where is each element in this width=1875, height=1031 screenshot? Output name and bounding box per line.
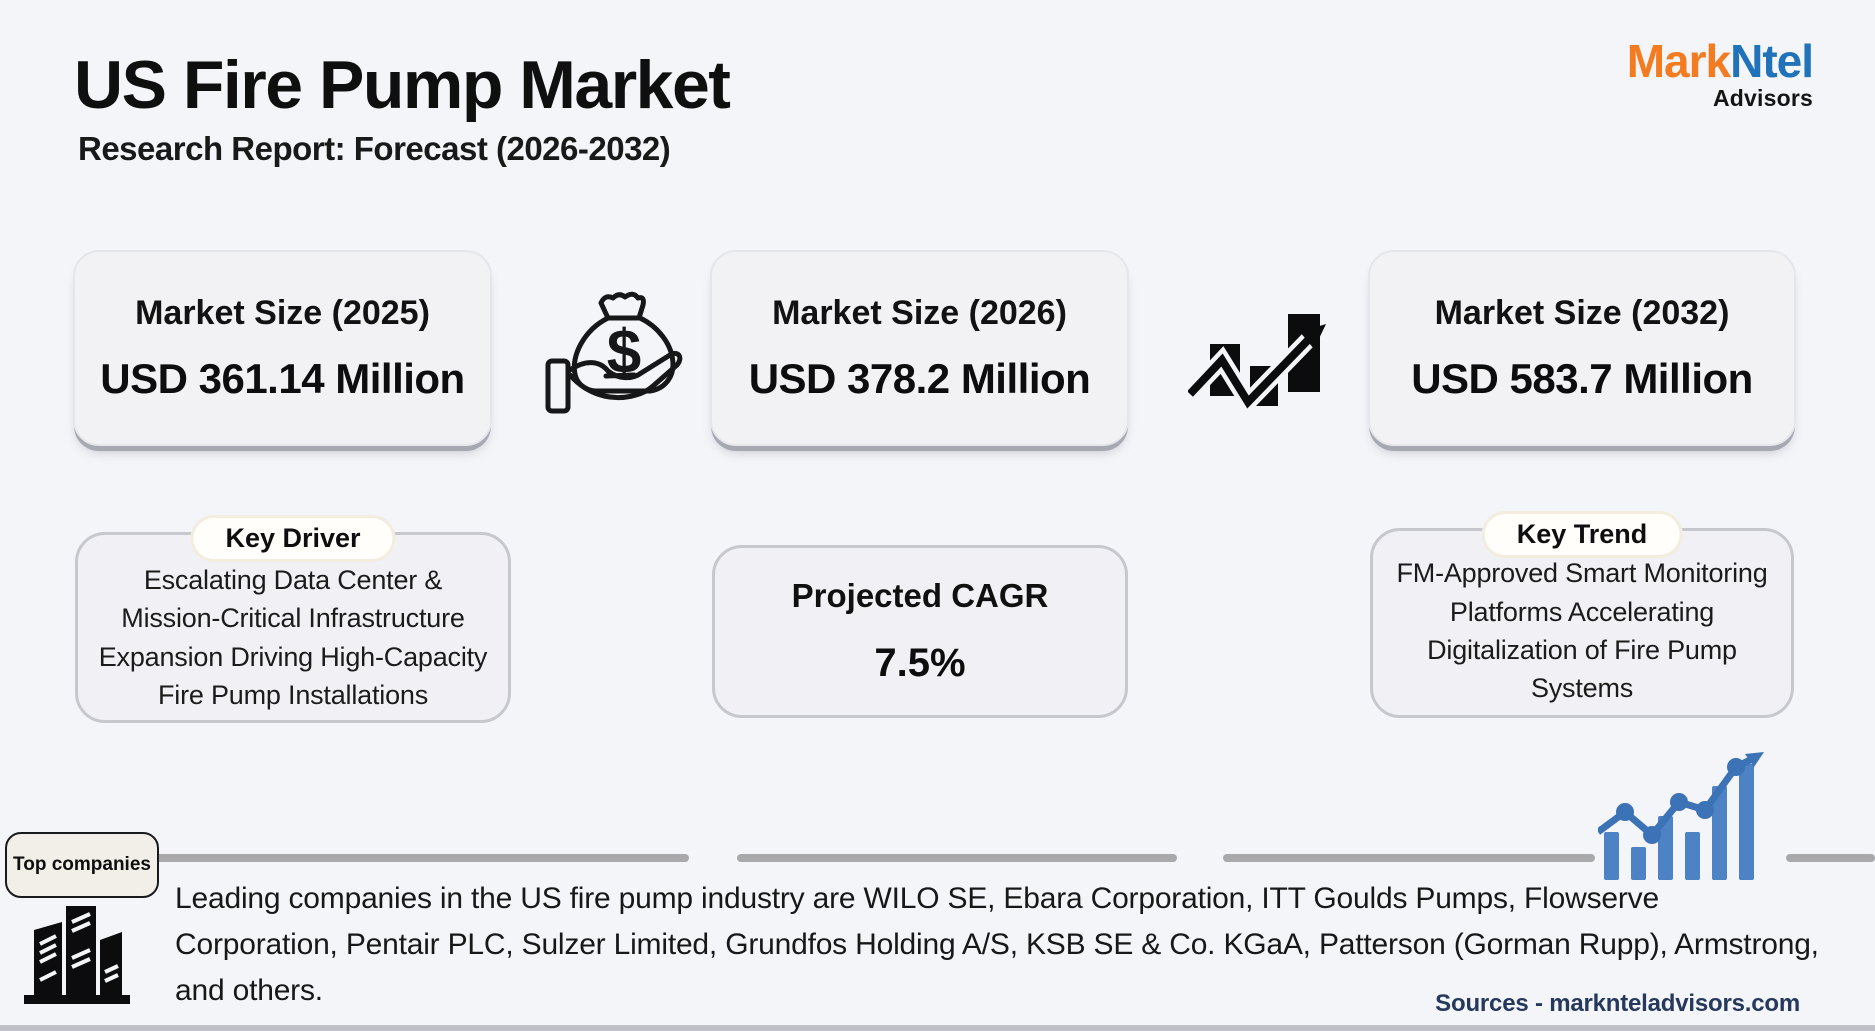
key-driver-box: Key Driver Escalating Data Center & Miss… xyxy=(75,515,511,723)
market-size-2026-value: USD 378.2 Million xyxy=(748,354,1091,402)
sources-text: Sources - marknteladvisors.com xyxy=(1435,990,1800,1017)
divider-segment-1 xyxy=(152,854,689,862)
money-bag-in-hand-icon: $ xyxy=(542,266,712,441)
key-driver-badge: Key Driver xyxy=(190,515,396,562)
top-companies-badge: Top companies xyxy=(5,832,159,898)
logo-wordmark: MarkNtel xyxy=(1626,35,1814,87)
logo-mark-text: Mark xyxy=(1626,35,1731,87)
divider-segment-2 xyxy=(737,854,1177,862)
market-size-2025-card: Market Size (2025) USD 361.14 Million xyxy=(73,250,492,446)
growth-bars-arrow-icon xyxy=(1183,286,1343,431)
market-size-2032-label: Market Size (2032) xyxy=(1434,293,1730,332)
buildings-icon xyxy=(22,896,137,1011)
projected-cagr-label: Projected CAGR xyxy=(791,577,1049,614)
page-title: US Fire Pump Market xyxy=(74,47,731,123)
projected-cagr-box: Projected CAGR 7.5% xyxy=(712,545,1128,718)
logo-ntel-text: Ntel xyxy=(1730,35,1814,87)
key-trend-box: Key Trend FM-Approved Smart Monitoring P… xyxy=(1370,511,1794,718)
blue-bar-trend-chart-icon xyxy=(1595,740,1778,885)
key-trend-badge: Key Trend xyxy=(1481,511,1683,558)
market-size-2025-value: USD 361.14 Million xyxy=(100,354,465,402)
divider-segment-3 xyxy=(1223,854,1595,862)
market-size-2025-label: Market Size (2025) xyxy=(135,293,430,332)
market-size-2026-label: Market Size (2026) xyxy=(772,293,1067,332)
markntel-logo: MarkNtel Advisors xyxy=(1588,35,1814,111)
logo-advisors-text: Advisors xyxy=(1712,85,1813,111)
key-trend-text: FM-Approved Smart Monitoring Platforms A… xyxy=(1396,558,1768,704)
market-size-2026-card: Market Size (2026) USD 378.2 Million xyxy=(710,250,1129,446)
bottom-edge-strip xyxy=(0,1025,1875,1031)
market-size-2032-value: USD 583.7 Million xyxy=(1411,354,1753,402)
key-driver-text: Escalating Data Center & Mission-Critica… xyxy=(98,564,488,710)
leading-companies-text: Leading companies in the US fire pump in… xyxy=(175,882,1819,1007)
market-size-2032-card: Market Size (2032) USD 583.7 Million xyxy=(1368,250,1796,446)
divider-segment-4 xyxy=(1786,854,1875,862)
projected-cagr-value: 7.5% xyxy=(874,641,966,685)
page-subtitle: Research Report: Forecast (2026-2032) xyxy=(78,130,671,167)
dollar-sign-glyph: $ xyxy=(607,318,641,387)
